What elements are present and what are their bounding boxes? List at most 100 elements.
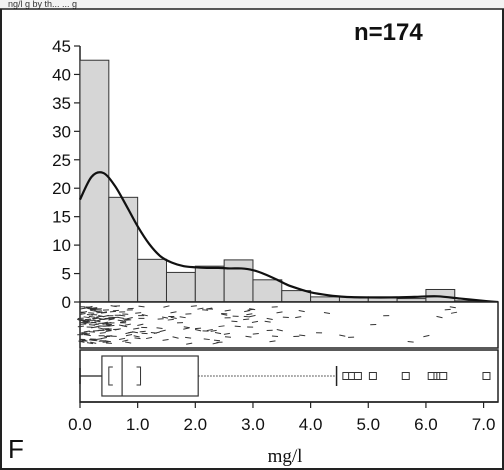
dotplot-mark bbox=[210, 329, 217, 332]
dotplot-mark bbox=[163, 305, 170, 308]
dotplot-mark bbox=[299, 334, 306, 337]
header-strip bbox=[0, 0, 504, 9]
dotplot-mark bbox=[170, 311, 177, 314]
dotplot-mark bbox=[213, 339, 221, 342]
y-tick-label: 20 bbox=[52, 179, 71, 198]
dotplot-mark bbox=[266, 317, 273, 320]
dotplot-mark bbox=[423, 334, 430, 338]
dotplot-mark bbox=[162, 339, 169, 341]
dotplot-mark bbox=[245, 335, 252, 338]
dotplot-mark bbox=[449, 306, 456, 309]
dotplot-mark bbox=[298, 310, 305, 313]
histogram-bar bbox=[310, 296, 340, 303]
dotplot-mark bbox=[186, 342, 193, 345]
dotplot-mark bbox=[133, 335, 140, 338]
dotplot-mark bbox=[90, 341, 97, 344]
dotplot-mark bbox=[131, 331, 139, 334]
dotplot-mark bbox=[79, 312, 86, 316]
dotplot-mark bbox=[104, 340, 112, 343]
dotplot-mark bbox=[141, 313, 148, 317]
dotplot-mark bbox=[202, 309, 209, 311]
x-tick-label: 5.0 bbox=[356, 415, 380, 434]
y-tick-label: 0 bbox=[62, 293, 71, 312]
dotplot-mark bbox=[444, 308, 451, 311]
dotplot-mark bbox=[120, 321, 127, 323]
y-tick-label: 15 bbox=[52, 208, 71, 227]
dotplot-mark bbox=[246, 313, 253, 316]
dotplot-mark bbox=[102, 318, 109, 320]
dotplot-mark bbox=[206, 307, 213, 310]
y-tick-label: 30 bbox=[52, 122, 71, 141]
histogram-bar bbox=[252, 279, 283, 303]
mean-ci-right bbox=[136, 366, 142, 386]
dotplot-mark bbox=[101, 321, 109, 324]
boxplot bbox=[79, 355, 491, 397]
dotplot-mark bbox=[243, 318, 250, 321]
histogram-bar bbox=[137, 258, 167, 303]
dotplot-mark bbox=[138, 305, 145, 308]
dotplot-mark bbox=[276, 311, 283, 314]
dotplot-mark bbox=[117, 316, 124, 319]
dotplot-mark bbox=[197, 307, 204, 310]
outlier-point bbox=[353, 372, 362, 380]
dotplot-mark bbox=[89, 321, 97, 324]
dotplot-mark bbox=[88, 324, 96, 326]
dotplot-mark bbox=[100, 337, 108, 340]
dotplot-mark bbox=[96, 311, 103, 314]
dotplot-mark bbox=[224, 336, 232, 338]
dotplot-mark bbox=[99, 332, 106, 334]
dotplot-mark bbox=[244, 310, 251, 313]
dotplot-mark bbox=[89, 307, 96, 311]
dotplot-mark bbox=[224, 309, 231, 312]
y-tick-label: 10 bbox=[52, 236, 71, 255]
dotplot-mark bbox=[119, 314, 126, 317]
dotplot-mark bbox=[92, 316, 99, 320]
dotplot-mark bbox=[190, 305, 197, 307]
dotplot-mark bbox=[109, 310, 117, 313]
dotplot-mark bbox=[436, 315, 443, 319]
dotplot-mark bbox=[339, 334, 346, 337]
dotplot-mark bbox=[88, 315, 95, 318]
dotplot-mark bbox=[172, 336, 179, 339]
dotplot-mark bbox=[81, 332, 88, 334]
dotplot-mark bbox=[159, 329, 166, 333]
mean-ci-left bbox=[108, 366, 113, 386]
y-tick-label: 5 bbox=[62, 265, 71, 284]
dotplot-mark bbox=[249, 308, 256, 311]
dotplot-mark bbox=[92, 317, 99, 320]
outlier-point bbox=[401, 372, 410, 380]
dotplot-mark bbox=[156, 327, 163, 330]
dotplot-mark bbox=[93, 310, 100, 312]
dotplot-mark bbox=[212, 341, 219, 345]
x-tick-label: 4.0 bbox=[299, 415, 323, 434]
x-tick-label: 6.0 bbox=[414, 415, 438, 434]
dotplot-mark bbox=[223, 332, 230, 335]
dotplot-mark bbox=[86, 342, 94, 345]
dotplot-mark bbox=[161, 316, 169, 319]
histogram-bar bbox=[108, 196, 139, 303]
outlier-point bbox=[482, 372, 491, 380]
dotplot-mark bbox=[77, 325, 84, 328]
dotplot-mark bbox=[185, 336, 192, 339]
x-tick-label: 0.0 bbox=[68, 415, 92, 434]
dotplot-mark bbox=[252, 332, 259, 335]
dotplot-mark bbox=[134, 337, 141, 340]
dotplot-mark bbox=[264, 320, 271, 323]
dotplot-mark bbox=[276, 329, 283, 332]
dotplot-mark bbox=[323, 311, 331, 314]
dotplot-mark bbox=[112, 309, 119, 312]
dotplot-mark bbox=[104, 324, 111, 327]
y-axis: 0 5 10 15 20 25 30 35 40 45 bbox=[52, 37, 81, 312]
dotplot-mark bbox=[153, 331, 160, 334]
dotplot-mark bbox=[83, 316, 90, 319]
dotplot-mark bbox=[249, 314, 256, 318]
x-axis-label: mg/l bbox=[268, 446, 303, 467]
outlier-point bbox=[368, 372, 377, 380]
y-tick-label: 25 bbox=[52, 151, 71, 170]
panel-letter: F bbox=[8, 434, 24, 464]
dotplot-mark bbox=[94, 319, 101, 322]
density-curve-line bbox=[79, 171, 499, 304]
dotplot-mark bbox=[108, 318, 115, 321]
dotplot-mark bbox=[203, 338, 210, 341]
